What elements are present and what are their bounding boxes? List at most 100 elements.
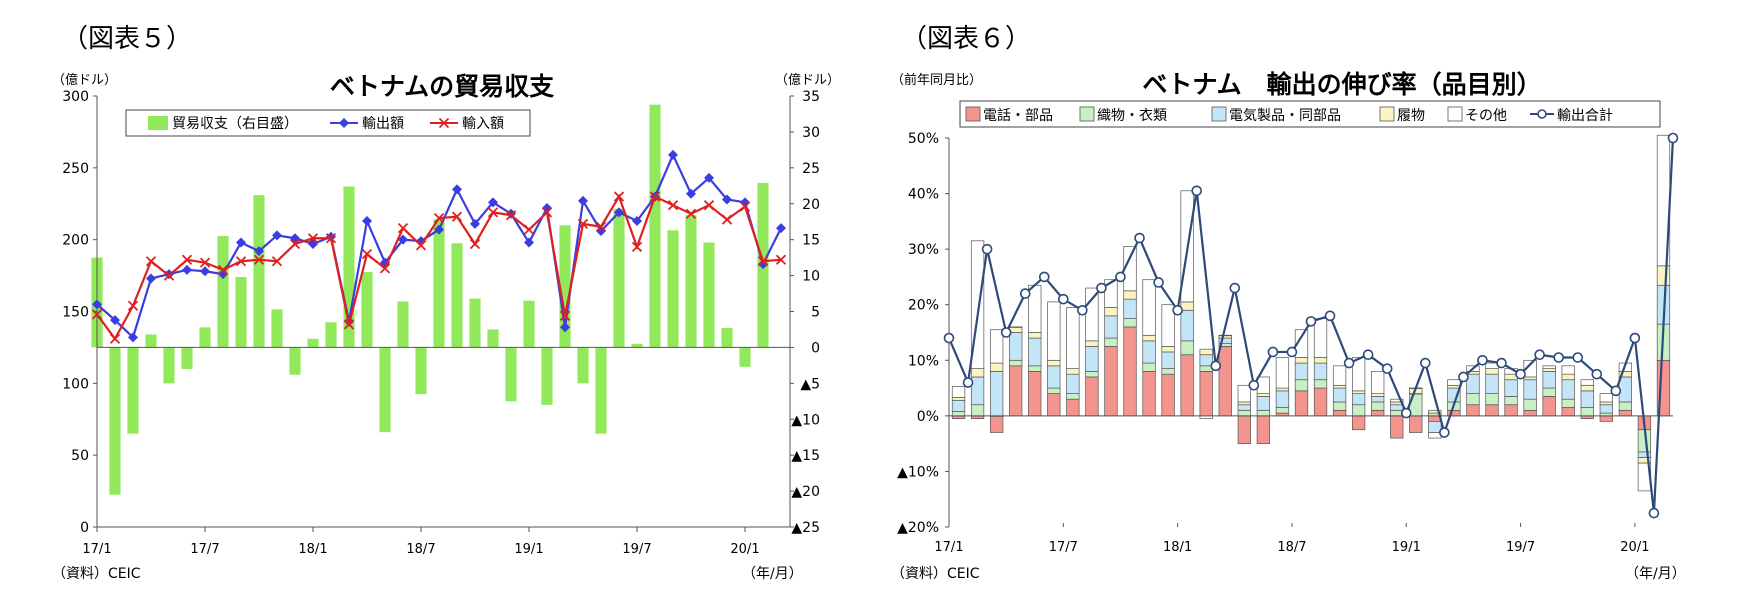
stacked-bar-segment <box>1161 368 1175 375</box>
right-tick-label: 25 <box>802 161 820 177</box>
right-tick-label: 35 <box>802 89 820 105</box>
stacked-bar-segment <box>1275 357 1290 389</box>
stacked-bar-segment <box>1561 365 1575 375</box>
chart1-legend: 貿易収支（右目盛） 輸出額 輸入額 <box>125 109 531 137</box>
import-point-stroke-b <box>451 211 463 222</box>
stacked-bar-segment <box>1409 415 1423 433</box>
stacked-bar-segment <box>1428 421 1442 433</box>
export-point <box>434 224 444 235</box>
stacked-bar-segment <box>951 411 966 417</box>
stacked-bar-segment <box>1351 415 1366 431</box>
import-point <box>289 238 301 250</box>
stacked-bar-segment <box>1332 384 1347 389</box>
stacked-bar-segment <box>989 371 1004 417</box>
stacked-bar-segment <box>1066 307 1080 369</box>
stacked-bar-segment <box>1180 309 1194 342</box>
stacked-bar-segment <box>1599 415 1613 422</box>
import-point-stroke-b <box>775 254 787 265</box>
x-tick-label: 20/1 <box>1620 540 1649 555</box>
x-tick-label: 19/7 <box>1506 540 1535 555</box>
period-unit: （年/月） <box>1625 566 1686 582</box>
stacked-bar-segment <box>1047 393 1061 417</box>
import-point-stroke-b <box>415 240 427 251</box>
balance-bar <box>109 347 121 495</box>
import-point <box>469 238 481 250</box>
import-point-stroke-b <box>577 218 589 229</box>
export-point <box>470 218 480 229</box>
total-exports-point <box>1591 368 1603 380</box>
stacked-bar-segment <box>1313 357 1328 364</box>
total-exports-point <box>1096 282 1107 294</box>
stacked-bar-segment <box>1447 384 1461 389</box>
stacked-bar-segment <box>1009 332 1023 361</box>
stacked-bar-segment <box>1332 387 1347 403</box>
y-tick-label: 40% <box>908 187 939 203</box>
export-point <box>686 188 696 199</box>
import-point <box>703 200 715 211</box>
import-point-stroke-b <box>325 233 337 244</box>
stacked-bar-segment <box>1256 409 1271 417</box>
stacked-bar-segment <box>1104 337 1118 347</box>
stacked-bar-segment <box>1275 407 1290 414</box>
stacked-bar-segment <box>1066 373 1080 394</box>
import-point-stroke-b <box>91 309 103 320</box>
import-point <box>163 270 175 281</box>
import-point-stroke-b <box>523 224 535 235</box>
right-tick-label: 5 <box>811 305 820 321</box>
balance-bar <box>721 328 733 348</box>
stacked-bar-segment <box>1009 359 1023 367</box>
total-exports-point <box>1496 357 1507 369</box>
stacked-bar-segment <box>1599 401 1613 406</box>
import-point-stroke-b <box>379 263 391 274</box>
y-tick-label: ▲20% <box>897 520 939 536</box>
total-exports-point <box>1629 332 1641 344</box>
stacked-bar-segment <box>1618 376 1633 403</box>
stacked-bar-segment <box>1351 357 1366 392</box>
stacked-bar-segment <box>1561 373 1575 381</box>
balance-bar <box>685 215 697 348</box>
left-tick-label: 0 <box>80 520 89 536</box>
total-exports-point <box>1610 385 1622 397</box>
total-exports-point <box>943 332 955 344</box>
stacked-bar-segment <box>1028 332 1042 339</box>
stacked-bar-segment <box>970 368 985 378</box>
left-tick-label: 250 <box>62 161 89 177</box>
export-point <box>578 195 588 206</box>
total-exports-point <box>1210 360 1222 372</box>
total-exports-point <box>1229 282 1241 294</box>
stacked-bar-segment <box>1561 379 1575 400</box>
import-point <box>613 191 625 202</box>
import-point-stroke-b <box>307 233 319 244</box>
balance-bar <box>523 300 535 348</box>
import-point <box>487 207 499 218</box>
export-point <box>524 237 534 248</box>
total-exports-point <box>1515 368 1526 380</box>
stacked-bar-segment <box>1618 401 1633 411</box>
import-point-stroke-b <box>163 270 175 281</box>
import-point-stroke-b <box>361 248 373 260</box>
stacked-bar-segment <box>1104 346 1118 417</box>
total-exports-point <box>1267 346 1279 358</box>
stacked-bar-segment <box>1313 379 1328 389</box>
legend-item-phones-swatch <box>965 106 981 122</box>
right-axis-unit: （億ドル） <box>775 72 840 88</box>
chart2-legend: 電話・部品 織物・衣類 電気製品・同部品 履物 その他 輸出合計 <box>959 100 1661 128</box>
balance-bar <box>181 347 193 369</box>
import-point <box>361 248 373 260</box>
export-point <box>92 299 102 310</box>
stacked-bar-segment <box>1218 334 1232 337</box>
stacked-bar-segment <box>1123 298 1137 319</box>
stacked-bar-segment <box>1104 315 1118 339</box>
import-point <box>523 224 535 235</box>
stacked-bar-segment <box>989 415 1004 433</box>
import-point <box>667 200 679 211</box>
stacked-bar-segment <box>1161 351 1175 369</box>
import-point <box>775 254 787 265</box>
right-tick-label: ▲25 <box>791 520 820 536</box>
y-tick-label: ▲10% <box>897 464 939 480</box>
stacked-bar-segment <box>1580 390 1594 408</box>
stacked-bar-segment <box>1351 393 1366 406</box>
legend-item-total-marker <box>1537 109 1547 119</box>
x-tick-label: 17/1 <box>934 540 963 555</box>
stacked-bar-segment <box>1218 346 1232 417</box>
